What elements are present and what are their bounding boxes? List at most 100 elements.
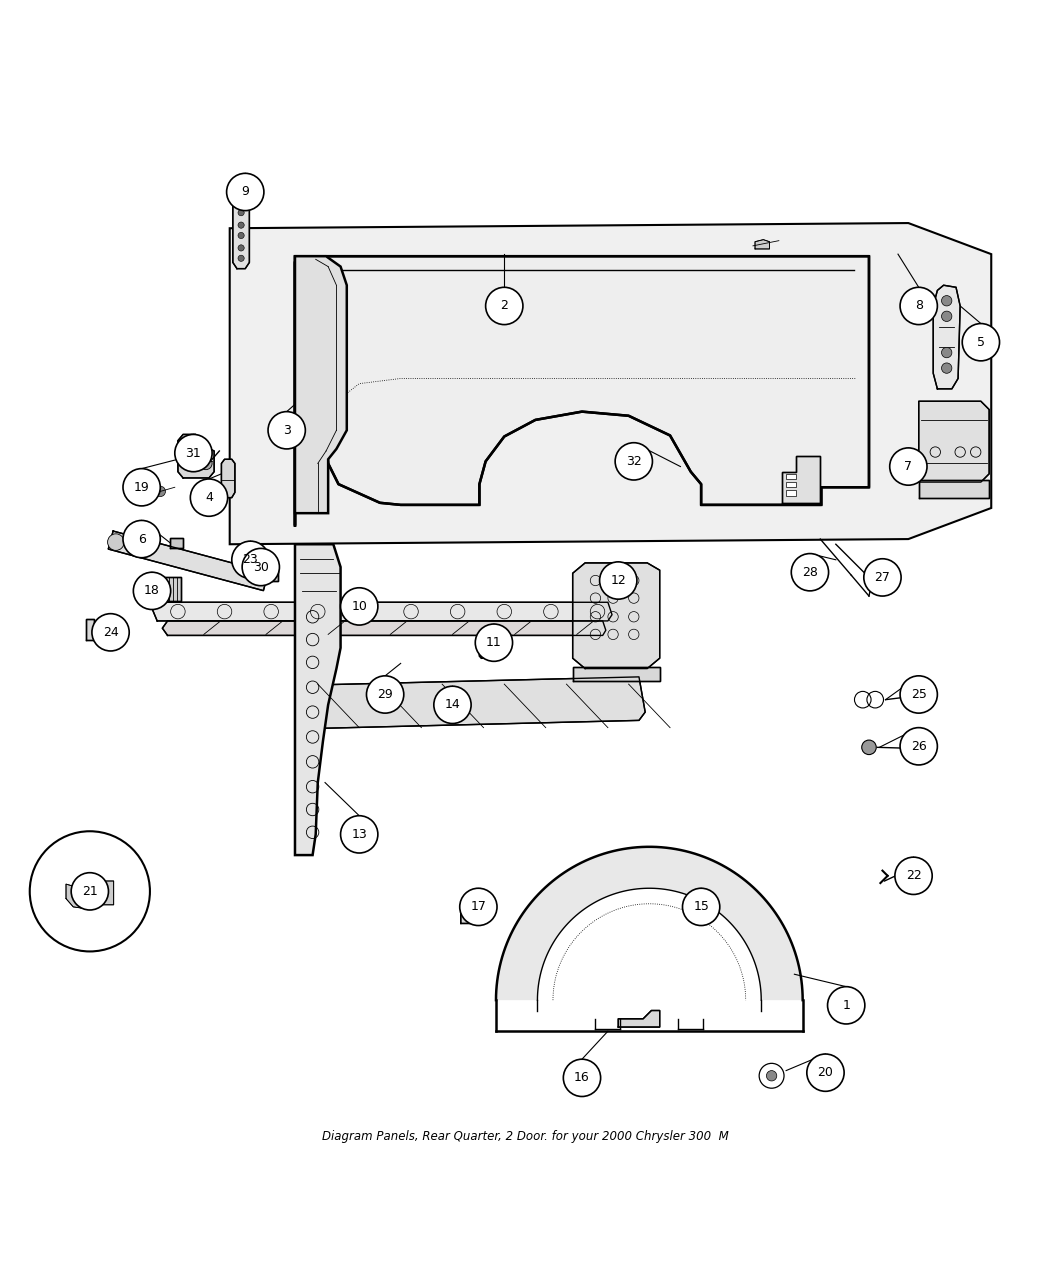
Polygon shape xyxy=(295,256,869,525)
Circle shape xyxy=(900,676,938,713)
Polygon shape xyxy=(66,876,113,909)
Polygon shape xyxy=(755,240,770,249)
Text: 18: 18 xyxy=(144,584,160,598)
Circle shape xyxy=(340,816,378,853)
Polygon shape xyxy=(933,286,960,389)
Polygon shape xyxy=(496,847,802,1000)
Polygon shape xyxy=(108,532,268,590)
Text: 2: 2 xyxy=(501,300,508,312)
Circle shape xyxy=(864,558,901,595)
Circle shape xyxy=(942,347,952,358)
Text: 12: 12 xyxy=(610,574,626,586)
Text: 3: 3 xyxy=(282,423,291,437)
Circle shape xyxy=(238,255,245,261)
Polygon shape xyxy=(301,677,645,729)
Circle shape xyxy=(366,676,404,713)
Circle shape xyxy=(900,728,938,765)
Circle shape xyxy=(243,548,279,585)
Circle shape xyxy=(174,435,212,472)
Text: 24: 24 xyxy=(103,626,119,639)
Text: 11: 11 xyxy=(486,636,502,649)
Text: 14: 14 xyxy=(444,699,460,711)
Text: 4: 4 xyxy=(205,491,213,504)
Circle shape xyxy=(123,469,161,506)
Circle shape xyxy=(340,588,378,625)
Text: 31: 31 xyxy=(186,446,202,459)
Polygon shape xyxy=(295,256,346,513)
Circle shape xyxy=(232,541,269,579)
Text: 27: 27 xyxy=(875,571,890,584)
Circle shape xyxy=(227,173,264,210)
Polygon shape xyxy=(86,618,121,640)
Circle shape xyxy=(615,442,652,479)
Text: 28: 28 xyxy=(802,566,818,579)
Text: 16: 16 xyxy=(574,1071,590,1084)
Circle shape xyxy=(942,363,952,374)
Polygon shape xyxy=(572,562,659,668)
Circle shape xyxy=(962,324,1000,361)
Text: 8: 8 xyxy=(915,300,923,312)
Circle shape xyxy=(900,287,938,325)
Circle shape xyxy=(238,245,245,251)
Polygon shape xyxy=(295,544,340,856)
Text: 32: 32 xyxy=(626,455,642,468)
Circle shape xyxy=(476,623,512,662)
Polygon shape xyxy=(461,890,487,923)
Polygon shape xyxy=(255,565,278,580)
Polygon shape xyxy=(233,198,250,269)
Polygon shape xyxy=(170,538,183,548)
FancyBboxPatch shape xyxy=(786,474,797,479)
Circle shape xyxy=(268,412,306,449)
Text: 21: 21 xyxy=(82,885,98,898)
Circle shape xyxy=(133,572,171,609)
Circle shape xyxy=(600,562,637,599)
Circle shape xyxy=(806,1054,844,1091)
Text: 9: 9 xyxy=(242,185,249,199)
Polygon shape xyxy=(163,621,606,635)
Text: 26: 26 xyxy=(910,740,926,752)
Circle shape xyxy=(71,872,108,910)
Circle shape xyxy=(564,1060,601,1096)
Circle shape xyxy=(827,987,865,1024)
Circle shape xyxy=(895,857,932,895)
Text: Diagram Panels, Rear Quarter, 2 Door. for your 2000 Chrysler 300  M: Diagram Panels, Rear Quarter, 2 Door. fo… xyxy=(321,1130,729,1144)
Polygon shape xyxy=(618,1011,659,1028)
Text: 7: 7 xyxy=(904,460,912,473)
Circle shape xyxy=(123,520,161,557)
Text: 23: 23 xyxy=(243,553,258,566)
Polygon shape xyxy=(152,602,612,621)
Text: 13: 13 xyxy=(352,827,367,840)
Circle shape xyxy=(942,296,952,306)
Circle shape xyxy=(889,448,927,486)
Polygon shape xyxy=(572,667,659,681)
Circle shape xyxy=(682,889,720,926)
Circle shape xyxy=(29,831,150,951)
Text: 1: 1 xyxy=(842,998,850,1012)
Text: 10: 10 xyxy=(352,601,367,613)
Polygon shape xyxy=(222,459,235,497)
FancyBboxPatch shape xyxy=(786,491,797,496)
Circle shape xyxy=(238,209,245,215)
Text: 15: 15 xyxy=(693,900,709,913)
Circle shape xyxy=(200,458,212,469)
Circle shape xyxy=(862,740,877,755)
Polygon shape xyxy=(230,223,991,544)
Circle shape xyxy=(92,613,129,652)
Text: 17: 17 xyxy=(470,900,486,913)
Polygon shape xyxy=(177,435,214,478)
Circle shape xyxy=(238,232,245,238)
Circle shape xyxy=(460,889,497,926)
Polygon shape xyxy=(919,402,989,482)
Text: 20: 20 xyxy=(818,1066,834,1079)
Polygon shape xyxy=(919,479,989,497)
Circle shape xyxy=(238,222,245,228)
Polygon shape xyxy=(782,456,820,502)
Text: 30: 30 xyxy=(253,561,269,574)
FancyBboxPatch shape xyxy=(786,482,797,487)
Text: 22: 22 xyxy=(906,870,922,882)
Polygon shape xyxy=(480,638,504,658)
Circle shape xyxy=(190,479,228,516)
Circle shape xyxy=(155,486,166,496)
Text: 19: 19 xyxy=(133,481,149,493)
Text: 6: 6 xyxy=(138,533,146,546)
